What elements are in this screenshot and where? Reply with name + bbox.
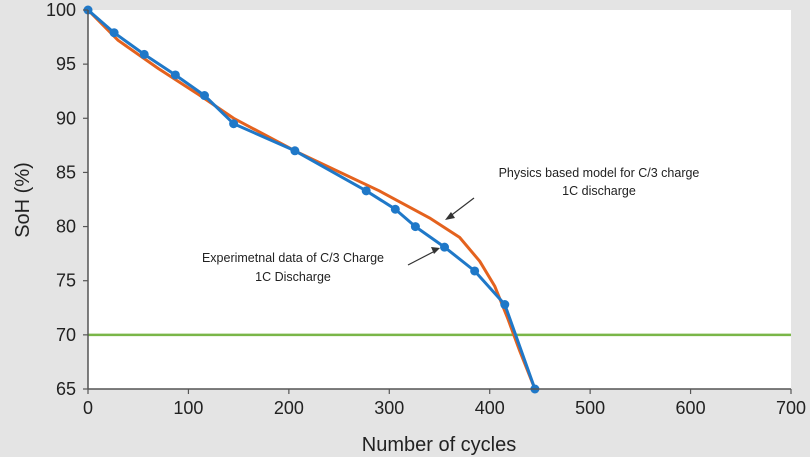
x-tick-label: 0 bbox=[83, 398, 93, 418]
experimental-data-point bbox=[199, 91, 209, 101]
experimental-data-point bbox=[109, 28, 119, 38]
y-tick-label: 65 bbox=[56, 379, 76, 399]
experimental-data-point bbox=[440, 242, 450, 252]
experimental-annotation-line1: Experimetnal data of C/3 Charge bbox=[202, 251, 384, 265]
experimental-data-point bbox=[139, 49, 149, 59]
experimental-annotation-arrow bbox=[407, 247, 440, 266]
plot-area bbox=[88, 10, 791, 389]
y-tick-label: 95 bbox=[56, 54, 76, 74]
y-tick-label: 85 bbox=[56, 162, 76, 182]
series-layer bbox=[83, 5, 791, 394]
x-tick-label: 400 bbox=[475, 398, 505, 418]
y-tick-label: 70 bbox=[56, 325, 76, 345]
experimental-series-line bbox=[87, 8, 537, 390]
model-series-line bbox=[86, 8, 537, 390]
y-tick-label: 100 bbox=[46, 0, 76, 20]
x-tick-label: 500 bbox=[575, 398, 605, 418]
x-tick-label: 200 bbox=[274, 398, 304, 418]
x-tick-label: 600 bbox=[676, 398, 706, 418]
experimental-data-point bbox=[500, 300, 510, 310]
experimental-data-point bbox=[470, 266, 480, 276]
experimental-data-point bbox=[390, 204, 400, 214]
x-tick-label: 100 bbox=[173, 398, 203, 418]
experimental-annotation-line2: 1C Discharge bbox=[255, 270, 331, 284]
x-axis-label: Number of cycles bbox=[362, 434, 517, 456]
experimental-data-point bbox=[170, 70, 180, 80]
ticks-layer: 0 100 200 300 400 500 600 700 65 70 75 80 85 90 95 100 bbox=[46, 0, 806, 418]
y-tick-label: 90 bbox=[56, 108, 76, 128]
model-annotation-line1: Physics based model for C/3 charge bbox=[499, 166, 700, 180]
y-tick-label: 80 bbox=[56, 217, 76, 237]
model-annotation-arrow bbox=[445, 197, 475, 220]
y-axis-label: SoH (%) bbox=[12, 162, 34, 238]
experimental-data-point bbox=[290, 146, 300, 156]
experimental-data-point bbox=[361, 186, 371, 196]
experimental-data-point bbox=[410, 222, 420, 232]
x-tick-label: 300 bbox=[374, 398, 404, 418]
model-annotation-line2: 1C discharge bbox=[562, 184, 636, 198]
experimental-data-point bbox=[229, 119, 239, 129]
y-tick-label: 75 bbox=[56, 271, 76, 291]
x-tick-label: 700 bbox=[776, 398, 806, 418]
